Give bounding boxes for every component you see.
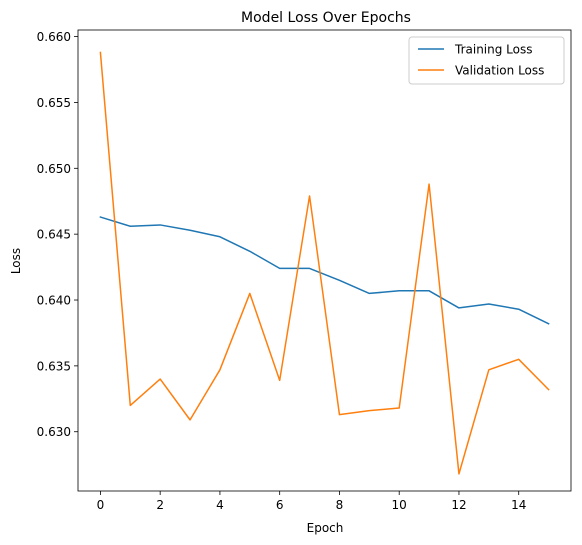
y-tick-label: 0.630: [37, 425, 71, 439]
plot-frame: [77, 29, 572, 492]
x-axis-ticks: 0 2 4 6 8 10 12 14: [97, 491, 526, 512]
chart-title: Model Loss Over Epochs: [241, 10, 411, 26]
y-tick-label: 0.645: [37, 228, 71, 242]
x-tick-label: 10: [392, 498, 407, 512]
series-line-0: [99, 216, 550, 325]
y-axis-ticks: 0.630 0.635 0.640 0.645 0.650 0.655 0.660: [37, 30, 78, 439]
y-tick-label: 0.655: [37, 96, 71, 110]
x-tick-label: 14: [511, 498, 526, 512]
x-tick-label: 6: [276, 498, 284, 512]
x-tick-label: 2: [156, 498, 164, 512]
y-tick-label: 0.640: [37, 294, 71, 308]
x-tick-label: 12: [451, 498, 466, 512]
legend: Training Loss Validation Loss: [408, 36, 565, 85]
legend-label: Validation Loss: [455, 64, 544, 78]
y-tick-label: 0.650: [37, 162, 71, 176]
x-tick-label: 4: [216, 498, 224, 512]
legend-label: Training Loss: [454, 43, 532, 57]
legend-box: [408, 36, 565, 85]
y-tick-label: 0.660: [37, 30, 71, 44]
series-layer: [99, 51, 550, 475]
x-tick-label: 8: [336, 498, 344, 512]
y-tick-label: 0.635: [37, 359, 71, 373]
y-axis-label: Loss: [9, 248, 23, 274]
x-tick-label: 0: [97, 498, 105, 512]
series-line-1: [99, 51, 550, 475]
x-axis-label: Epoch: [307, 521, 344, 535]
